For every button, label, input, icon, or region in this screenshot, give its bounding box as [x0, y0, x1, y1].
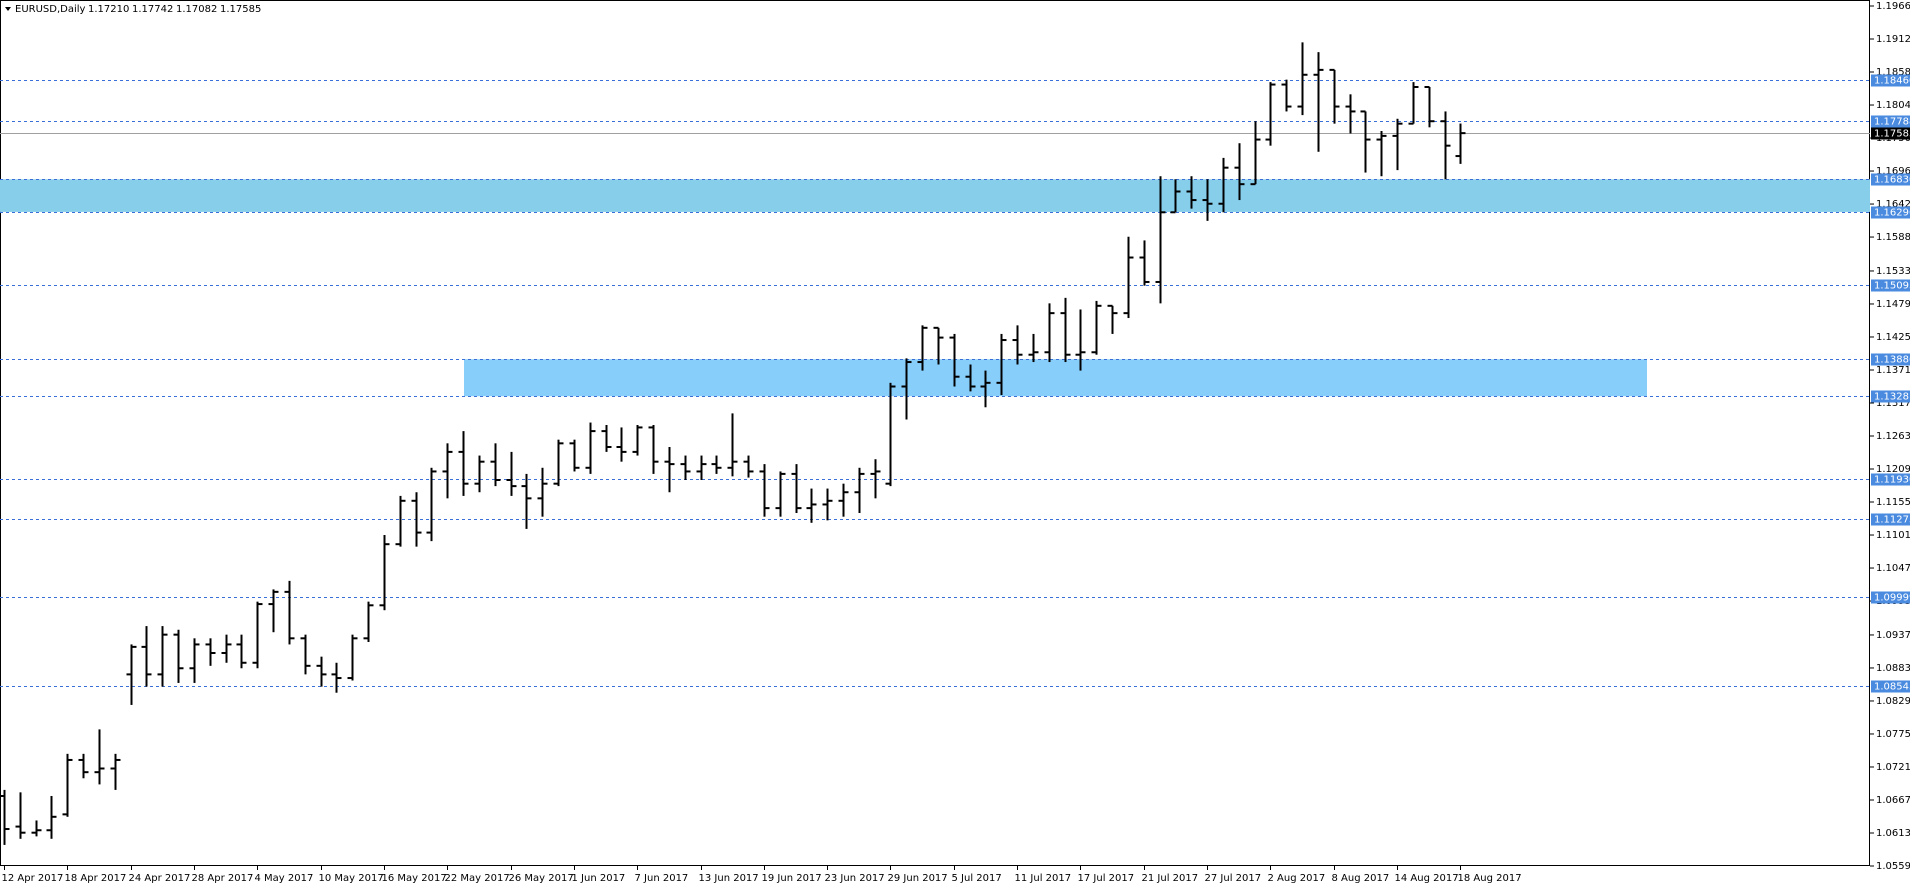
menu-triangle	[5, 7, 11, 11]
header-high: 1.17742	[132, 4, 173, 15]
zone	[0, 179, 1870, 212]
price-tag	[1871, 206, 1910, 219]
x-tick-label: 1 Jun 2017	[572, 873, 626, 884]
x-tick-label: 8 Aug 2017	[1332, 873, 1390, 884]
x-tick-label: 2 Aug 2017	[1268, 873, 1326, 884]
price-tag	[1871, 390, 1910, 403]
x-tick-label: 17 Jul 2017	[1078, 873, 1135, 884]
y-tick-label: 1.11550	[1876, 497, 1910, 508]
y-tick-label: 1.07755	[1876, 729, 1910, 740]
x-tick-label: 23 Jun 2017	[825, 873, 885, 884]
x-tick-label: 7 Jun 2017	[635, 873, 689, 884]
x-tick-label: 18 Apr 2017	[65, 873, 127, 884]
plot-frame	[0, 0, 1870, 866]
price-tag-label: 1.09999	[1874, 593, 1910, 604]
x-tick-label: 19 Jun 2017	[762, 873, 822, 884]
y-tick-label: 1.12090	[1876, 464, 1910, 475]
x-tick-label: 22 May 2017	[445, 873, 510, 884]
x-tick-label: 26 May 2017	[509, 873, 574, 884]
y-tick-label: 1.12630	[1876, 431, 1910, 442]
y-tick-label: 1.15330	[1876, 266, 1910, 277]
x-tick-label: 21 Jul 2017	[1142, 873, 1199, 884]
y-tick-label: 1.14250	[1876, 332, 1910, 343]
x-tick-label: 13 Jun 2017	[699, 873, 759, 884]
price-tag-label: 1.15093	[1874, 281, 1910, 292]
y-tick-label: 1.06135	[1876, 828, 1910, 839]
price-tag	[1871, 473, 1910, 486]
y-tick-label: 1.14790	[1876, 299, 1910, 310]
x-tick-label: 28 Apr 2017	[192, 873, 254, 884]
y-tick-label: 1.19665	[1876, 1, 1910, 12]
price-tag-label: 1.17788	[1874, 117, 1910, 128]
price-tag-label: 1.18460	[1874, 76, 1910, 87]
price-tag	[1871, 513, 1910, 526]
y-tick-label: 1.08295	[1876, 696, 1910, 707]
bars	[0, 42, 1466, 845]
x-tick-label: 4 May 2017	[255, 873, 314, 884]
price-tag	[1871, 353, 1910, 366]
price-tag	[1871, 279, 1910, 292]
y-tick-label: 1.05595	[1876, 861, 1910, 872]
x-tick-label: 27 Jul 2017	[1205, 873, 1262, 884]
y-tick-label: 1.15885	[1876, 232, 1910, 243]
header-close: 1.17585	[220, 4, 261, 15]
x-tick-label: 5 Jul 2017	[952, 873, 1002, 884]
x-tick-label: 18 Aug 2017	[1458, 873, 1522, 884]
x-tick-label: 12 Apr 2017	[2, 873, 64, 884]
symbol: EURUSD,Daily	[15, 4, 86, 15]
current-price-tag	[1871, 127, 1910, 140]
x-tick-label: 16 May 2017	[382, 873, 447, 884]
y-tick-label: 1.11010	[1876, 530, 1910, 541]
y-tick-label: 1.19125	[1876, 34, 1910, 45]
y-tick-label: 1.18585	[1876, 67, 1910, 78]
y-tick-label: 1.16965	[1876, 166, 1910, 177]
price-tag-label: 1.13886	[1874, 355, 1910, 366]
hlines	[0, 80, 1870, 687]
x-tick-label: 24 Apr 2017	[129, 873, 191, 884]
header-open: 1.17210	[88, 4, 129, 15]
price-tag-label: 1.11273	[1874, 515, 1910, 526]
x-tick-label: 10 May 2017	[319, 873, 384, 884]
x-tick-label: 14 Aug 2017	[1395, 873, 1459, 884]
x-tick-label: 11 Jul 2017	[1015, 873, 1072, 884]
y-tick-label: 1.06675	[1876, 795, 1910, 806]
x-tick-label: 29 Jun 2017	[888, 873, 948, 884]
price-tag-label: 1.11930	[1874, 475, 1910, 486]
y-tick-label: 1.13710	[1876, 365, 1910, 376]
price-tag	[1871, 74, 1910, 87]
price-tag-label: 1.08543	[1874, 682, 1910, 693]
price-tag	[1871, 173, 1910, 186]
price-tag	[1871, 115, 1910, 128]
y-tick-label: 1.16425	[1876, 199, 1910, 210]
current-price-label: 1.17585	[1874, 129, 1910, 140]
y-tick-label: 1.09375	[1876, 630, 1910, 641]
header-low: 1.17082	[176, 4, 217, 15]
price-tag	[1871, 591, 1910, 604]
price-tag-label: 1.16830	[1874, 175, 1910, 186]
y-tick-label: 1.08835	[1876, 663, 1910, 674]
y-tick-label: 1.18045	[1876, 100, 1910, 111]
zones	[0, 179, 1870, 397]
zone	[464, 359, 1647, 397]
y-tick-label: 1.10470	[1876, 563, 1910, 574]
price-tag	[1871, 680, 1910, 693]
price-tag-label: 1.16296	[1874, 208, 1910, 219]
y-tick-label: 1.07215	[1876, 762, 1910, 773]
y-tick-label: 1.13170	[1876, 398, 1910, 409]
